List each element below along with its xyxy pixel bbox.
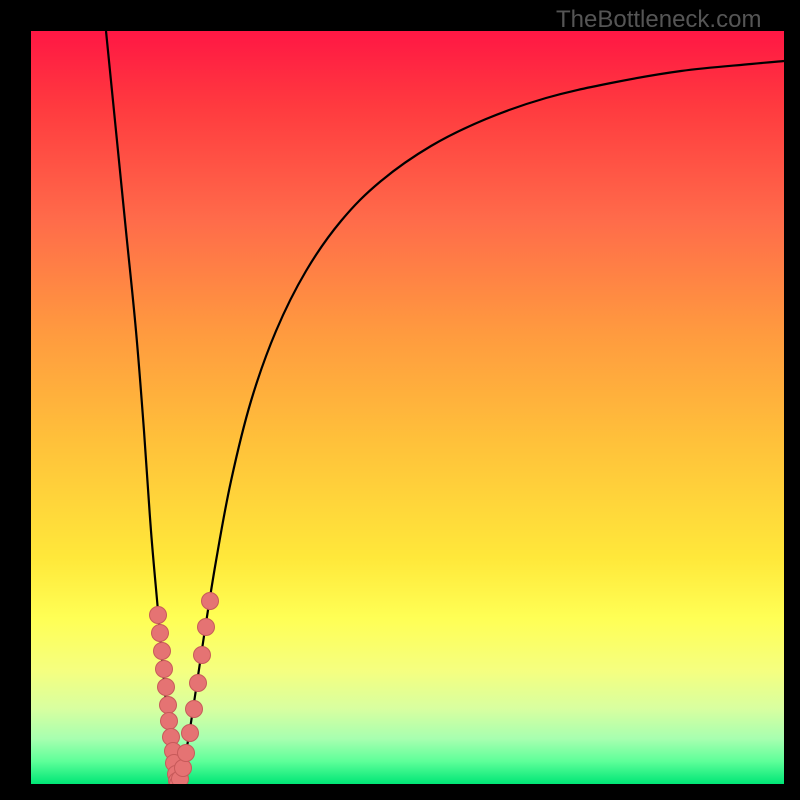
data-marker bbox=[160, 697, 177, 714]
data-marker bbox=[150, 607, 167, 624]
data-marker bbox=[198, 619, 215, 636]
data-marker bbox=[182, 725, 199, 742]
data-marker bbox=[161, 713, 178, 730]
data-marker bbox=[158, 679, 175, 696]
data-marker bbox=[190, 675, 207, 692]
data-marker bbox=[202, 593, 219, 610]
data-marker bbox=[152, 625, 169, 642]
data-marker bbox=[194, 647, 211, 664]
watermark-text: TheBottleneck.com bbox=[556, 6, 761, 34]
curve-layer bbox=[31, 31, 784, 784]
marker-group bbox=[150, 593, 219, 785]
data-marker bbox=[178, 745, 195, 762]
plot-area bbox=[31, 31, 784, 784]
data-marker bbox=[175, 760, 192, 777]
chart-container: TheBottleneck.com bbox=[0, 0, 800, 800]
data-marker bbox=[156, 661, 173, 678]
data-marker bbox=[186, 701, 203, 718]
right-curve bbox=[178, 61, 784, 784]
data-marker bbox=[154, 643, 171, 660]
